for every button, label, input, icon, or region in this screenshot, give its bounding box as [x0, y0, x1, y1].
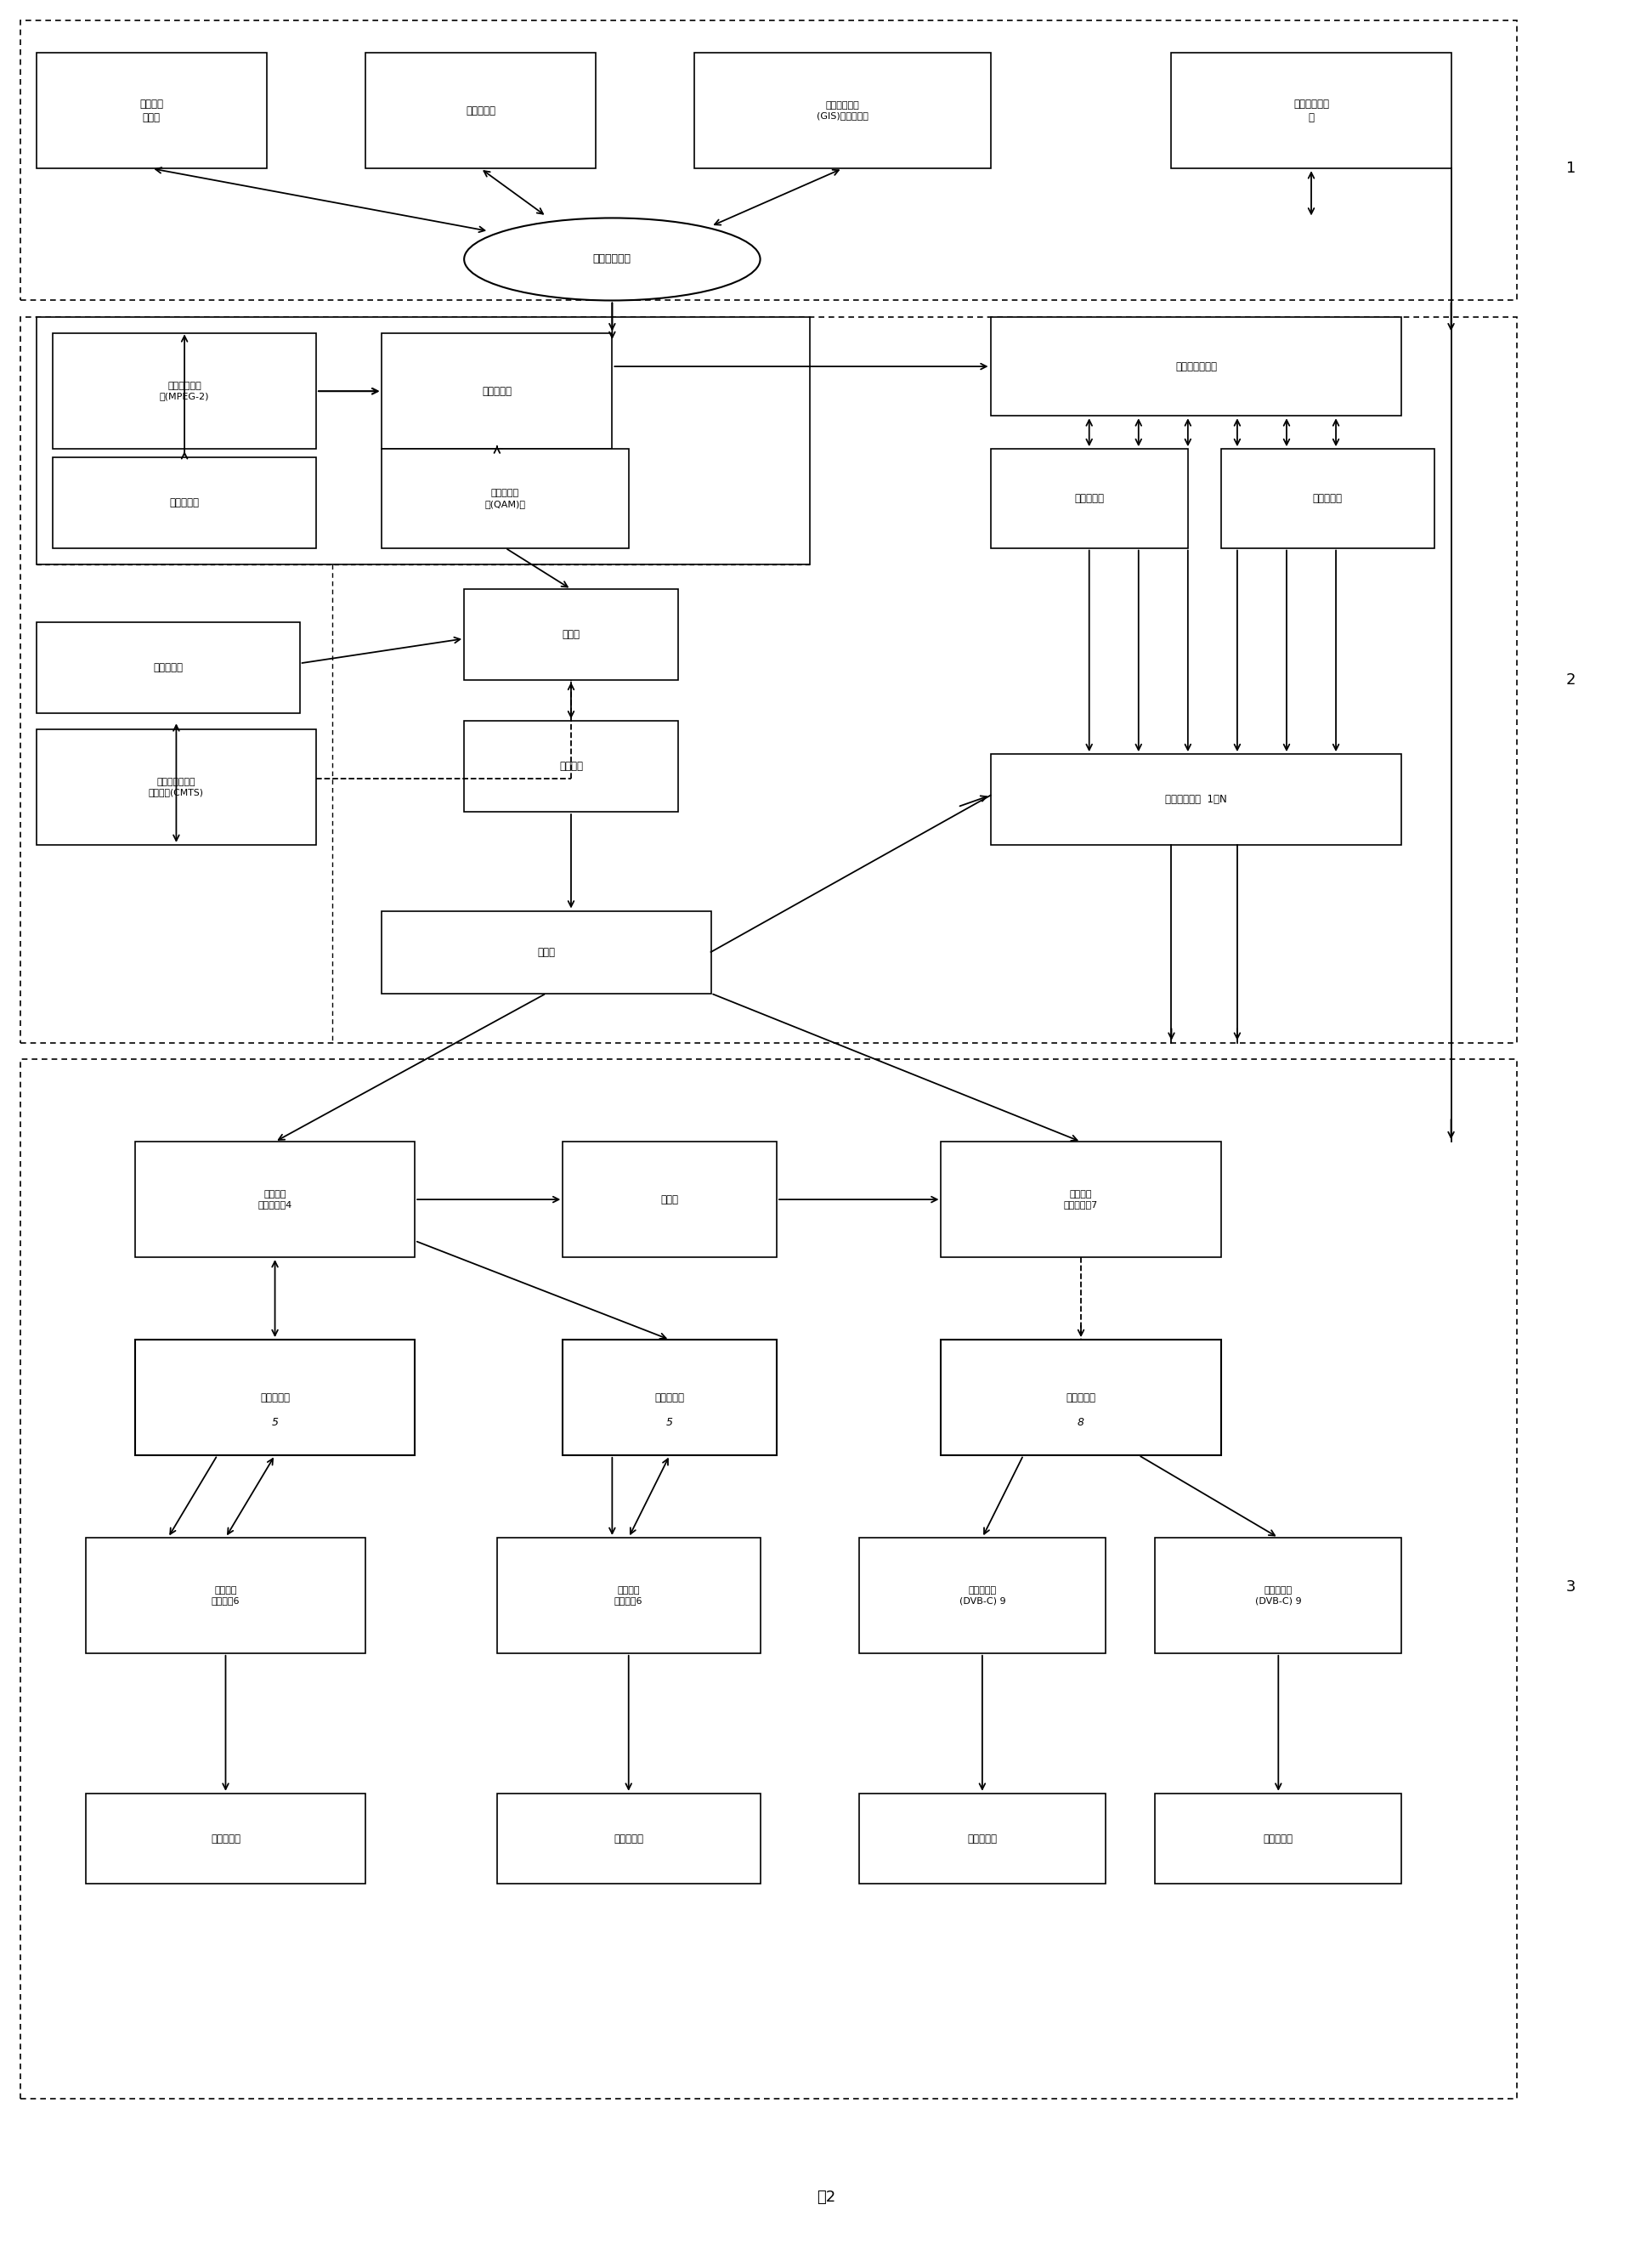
Text: 光接收机
（或光站）7: 光接收机 （或光站）7 [1064, 1190, 1099, 1208]
Bar [20, 317, 1517, 1043]
Bar [1171, 52, 1450, 168]
Text: 用户电视机: 用户电视机 [615, 1834, 644, 1845]
Bar [464, 589, 677, 680]
Bar [53, 458, 316, 549]
Text: 有线调制解调器
终端系统(CMTS): 有线调制解调器 终端系统(CMTS) [149, 778, 203, 796]
Bar [365, 52, 596, 168]
Text: 5: 5 [666, 1417, 672, 1428]
Text: 光接收机
（或光站）4: 光接收机 （或光站）4 [258, 1190, 292, 1208]
Bar [859, 1793, 1105, 1884]
Bar [497, 1537, 760, 1653]
Bar [36, 621, 299, 712]
Text: 2: 2 [1566, 673, 1576, 687]
Text: 网络管理计算
机: 网络管理计算 机 [1294, 97, 1330, 122]
Bar [991, 449, 1188, 549]
Text: 供电器: 供电器 [661, 1195, 679, 1206]
Text: 干线放大器: 干线放大器 [654, 1392, 684, 1403]
Bar [382, 449, 629, 549]
Bar [563, 1143, 776, 1258]
Bar [382, 911, 710, 993]
Bar [135, 1143, 415, 1258]
Text: 数字接收机
(DVB-C) 9: 数字接收机 (DVB-C) 9 [1256, 1587, 1302, 1605]
Ellipse shape [464, 218, 760, 302]
Text: 机架解调器: 机架解调器 [1313, 492, 1343, 503]
Bar [497, 1793, 760, 1884]
Text: 电视信号源: 电视信号源 [170, 496, 200, 508]
Text: 干线放大器: 干线放大器 [259, 1392, 289, 1403]
Text: 回传光接收机  1～N: 回传光接收机 1～N [1165, 793, 1227, 805]
Text: 网络服务器: 网络服务器 [466, 104, 496, 116]
Bar [86, 1537, 365, 1653]
Bar [694, 52, 991, 168]
Bar [464, 721, 677, 812]
Bar [20, 20, 1517, 302]
Bar [1155, 1793, 1401, 1884]
Bar [859, 1537, 1105, 1653]
Text: 电视信号源: 电视信号源 [154, 662, 183, 673]
Text: 双向可寻
址集线器6: 双向可寻 址集线器6 [615, 1587, 643, 1605]
Text: 分光器: 分光器 [537, 948, 555, 957]
Text: 地理信息系统
(GIS)管理计算机: 地理信息系统 (GIS)管理计算机 [816, 102, 869, 120]
Bar [20, 1059, 1517, 2099]
Text: 1: 1 [1566, 161, 1576, 177]
Text: 图2: 图2 [816, 2190, 836, 2206]
Text: 用户电视机: 用户电视机 [1264, 1834, 1294, 1845]
Bar [1221, 449, 1434, 549]
Bar [36, 317, 809, 564]
Text: 双向可寻
址集线器6: 双向可寻 址集线器6 [211, 1587, 240, 1605]
Text: 干线放大器: 干线放大器 [1066, 1392, 1095, 1403]
Bar [36, 52, 266, 168]
Bar [53, 333, 316, 449]
Bar [36, 730, 316, 846]
Text: 数字加扰机: 数字加扰机 [482, 385, 512, 397]
Text: 以太网交换机: 以太网交换机 [593, 254, 631, 265]
Text: 混合器: 混合器 [562, 628, 580, 639]
Bar [135, 1340, 415, 1455]
Text: 正交振幅调
制(QAM)器: 正交振幅调 制(QAM)器 [484, 490, 525, 508]
Text: 3: 3 [1566, 1580, 1576, 1594]
Text: 数据调制器: 数据调制器 [1074, 492, 1104, 503]
Bar [942, 1340, 1221, 1455]
Text: 8: 8 [1077, 1417, 1084, 1428]
Bar [86, 1793, 365, 1884]
Bar [942, 1143, 1221, 1258]
Text: 网管数据集中器: 网管数据集中器 [1175, 360, 1218, 372]
Text: 数字接收机
(DVB-C) 9: 数字接收机 (DVB-C) 9 [960, 1587, 1006, 1605]
Bar [1155, 1537, 1401, 1653]
Text: 用户电视机: 用户电视机 [211, 1834, 241, 1845]
Text: 用户管理
计算机: 用户管理 计算机 [140, 97, 164, 122]
Text: 光发射机: 光发射机 [558, 762, 583, 773]
Bar [382, 333, 613, 449]
Text: 用户电视机: 用户电视机 [968, 1834, 998, 1845]
Text: 数字视频编码
器(MPEG-2): 数字视频编码 器(MPEG-2) [160, 381, 210, 401]
Bar [563, 1340, 776, 1455]
Bar [991, 317, 1401, 415]
Bar [991, 755, 1401, 846]
Text: 5: 5 [271, 1417, 278, 1428]
